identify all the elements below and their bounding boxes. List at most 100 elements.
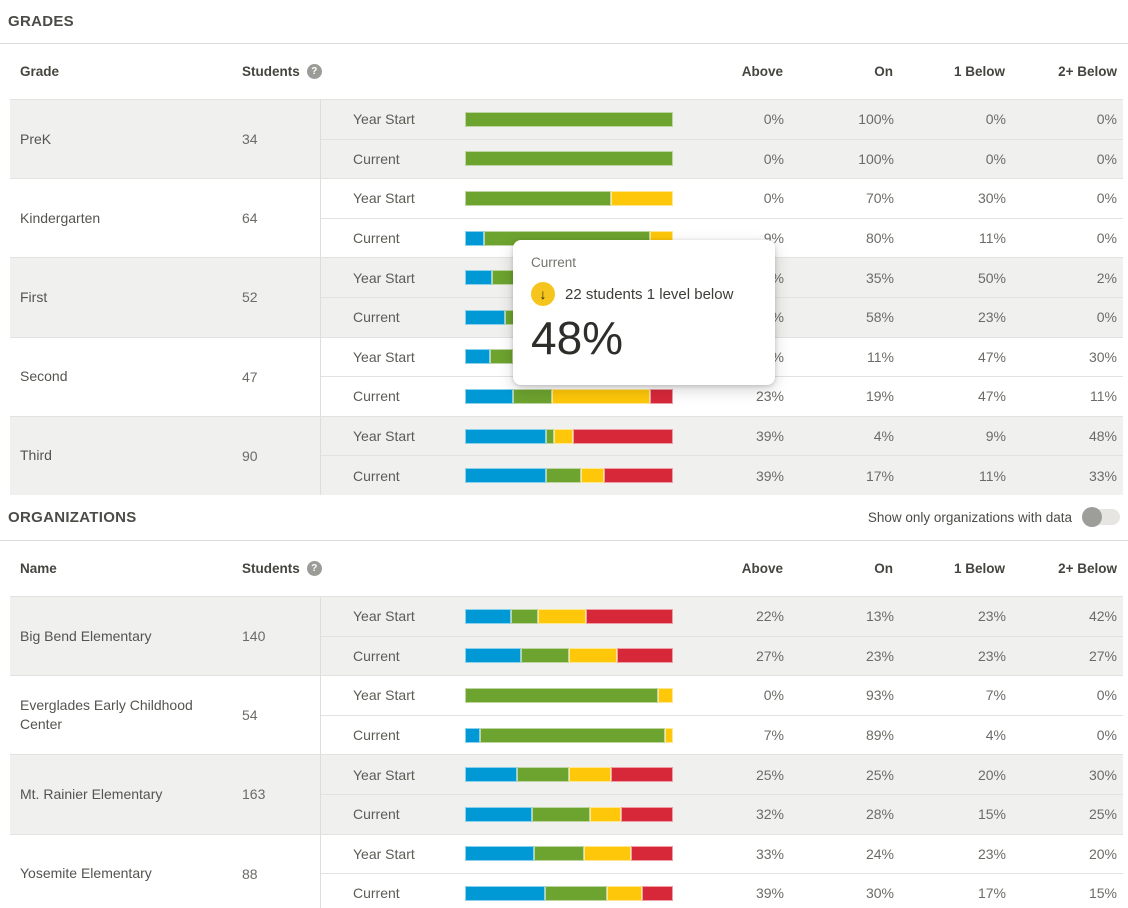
- subrow-year-start: Year Start 0% 70% 30% 0%: [321, 179, 1123, 218]
- bar-segment-above[interactable]: [465, 885, 546, 901]
- bar-segment-above[interactable]: [465, 846, 534, 862]
- bar-segment-2-below[interactable]: [585, 608, 674, 624]
- bar-segment-1-below[interactable]: [554, 428, 574, 444]
- bar-segment-1-below[interactable]: [664, 727, 673, 743]
- toggle-knob-icon: [1082, 507, 1102, 528]
- bar-segment-1-below[interactable]: [569, 767, 611, 783]
- bar-segment-on[interactable]: [531, 806, 590, 822]
- bar-segment-2-below[interactable]: [610, 767, 673, 783]
- pct-2-below: 42%: [1088, 608, 1117, 625]
- bar-segment-1-below[interactable]: [581, 468, 605, 484]
- pct-2-below: 0%: [1096, 727, 1117, 744]
- organizations-table: Name Students ? Above On 1 Below 2+ Belo…: [10, 540, 1123, 908]
- col-header-above: Above: [741, 64, 783, 79]
- row-bars: Year Start 22% 13% 23% 42% Current 27% 23% 23% 27…: [320, 596, 1123, 676]
- bar-segment-on[interactable]: [465, 190, 611, 206]
- bar-segment-on[interactable]: [510, 608, 538, 624]
- pct-above: 39%: [755, 885, 784, 902]
- bar-segment-on[interactable]: [521, 648, 569, 664]
- bar-segment-above[interactable]: [465, 806, 532, 822]
- bar-segment-on[interactable]: [489, 349, 513, 365]
- table-row: Mt. Rainier Elementary 163 Year Start 25% 25…: [10, 754, 1123, 834]
- bar-segment-1-below[interactable]: [610, 190, 673, 206]
- bar-segment-above[interactable]: [465, 648, 522, 664]
- row-name: Kindergarten: [20, 209, 101, 226]
- bar-segment-1-below[interactable]: [569, 648, 617, 664]
- stacked-bar: [465, 767, 673, 783]
- pct-1-below: 20%: [977, 766, 1006, 783]
- bar-segment-on[interactable]: [465, 111, 673, 127]
- bar-segment-2-below[interactable]: [621, 806, 673, 822]
- bar-segment-on[interactable]: [533, 846, 584, 862]
- grades-table-body: PreK 34 Year Start 0% 100% 0% 0% Current 0% 100% 0…: [10, 100, 1123, 495]
- row-students-count: 140: [242, 628, 266, 645]
- pct-on: 17%: [865, 467, 894, 484]
- bar-segment-1-below[interactable]: [552, 388, 651, 404]
- pct-on: 25%: [865, 766, 894, 783]
- col-header-students-label: Students: [242, 64, 300, 79]
- bar-segment-1-below[interactable]: [583, 846, 632, 862]
- organizations-filter: Show only organizations with data: [868, 507, 1120, 528]
- row-name: PreK: [20, 130, 52, 147]
- row-bars: Year Start 0% 93% 7% 0% Current 7% 89% 4% 0%: [320, 676, 1123, 755]
- tooltip-text: 22 students 1 level below: [565, 285, 734, 303]
- bar-segment-above[interactable]: [465, 608, 511, 624]
- col-header-students: Students ?: [232, 64, 322, 79]
- help-icon[interactable]: ?: [306, 560, 322, 576]
- pct-2-below: 27%: [1088, 647, 1117, 664]
- row-name: Big Bend Elementary: [20, 627, 152, 644]
- bar-segment-on[interactable]: [479, 727, 665, 743]
- subrow-label: Current: [353, 885, 400, 902]
- bar-segment-on[interactable]: [546, 428, 555, 444]
- bar-segment-on[interactable]: [545, 885, 608, 901]
- pct-1-below: 7%: [985, 687, 1006, 704]
- stacked-bar: [465, 111, 673, 127]
- bar-segment-1-below[interactable]: [607, 885, 643, 901]
- bar-segment-above[interactable]: [465, 767, 517, 783]
- bar-segment-2-below[interactable]: [642, 885, 673, 901]
- bar-segment-on[interactable]: [512, 388, 553, 404]
- bar-segment-on[interactable]: [465, 687, 659, 703]
- pct-on: 11%: [867, 348, 894, 365]
- pct-1-below: 23%: [977, 845, 1006, 862]
- bar-segment-above[interactable]: [465, 468, 547, 484]
- stacked-bar: [465, 885, 673, 901]
- row-name: Yosemite Elementary: [20, 865, 152, 882]
- show-only-orgs-with-data-toggle[interactable]: [1082, 507, 1120, 528]
- pct-1-below: 0%: [985, 150, 1006, 167]
- stacked-bar: [465, 648, 673, 664]
- grades-title: GRADES: [8, 13, 74, 30]
- bar-segment-above[interactable]: [465, 230, 484, 246]
- pct-1-below: 17%: [977, 885, 1006, 902]
- col-header-grade: Grade: [20, 64, 60, 79]
- bar-segment-above[interactable]: [465, 309, 505, 325]
- pct-2-below: 0%: [1096, 150, 1117, 167]
- bar-segment-on[interactable]: [465, 151, 673, 167]
- bar-segment-1-below[interactable]: [658, 687, 673, 703]
- subrow-year-start: Year Start 22% 13% 23% 42%: [321, 597, 1123, 636]
- bar-segment-2-below[interactable]: [616, 648, 673, 664]
- bar-segment-above[interactable]: [465, 428, 547, 444]
- bar-segment-on[interactable]: [517, 767, 569, 783]
- bar-segment-2-below[interactable]: [650, 388, 673, 404]
- row-students-count: 90: [242, 447, 258, 464]
- bar-segment-above[interactable]: [465, 349, 490, 365]
- bar-segment-on[interactable]: [546, 468, 582, 484]
- bar-segment-1-below[interactable]: [537, 608, 586, 624]
- bar-segment-2-below[interactable]: [573, 428, 673, 444]
- bar-segment-above[interactable]: [465, 270, 493, 286]
- pct-on: 23%: [865, 647, 894, 664]
- help-icon[interactable]: ?: [306, 64, 322, 79]
- bar-segment-above[interactable]: [465, 727, 480, 743]
- bar-segment-1-below[interactable]: [589, 806, 621, 822]
- col-header-students: Students ?: [232, 560, 322, 576]
- bar-segment-2-below[interactable]: [631, 846, 673, 862]
- bar-segment-above[interactable]: [465, 388, 513, 404]
- subrow-label: Current: [353, 727, 400, 744]
- row-students-count: 34: [242, 131, 258, 148]
- col-header-on: On: [874, 560, 893, 576]
- subrow-year-start: Year Start 0% 100% 0% 0%: [321, 100, 1123, 139]
- pct-on: 100%: [858, 150, 894, 167]
- table-row: Third 90 Year Start 39% 4% 9% 48% Current 39% 17%…: [10, 415, 1123, 495]
- bar-segment-2-below[interactable]: [604, 468, 673, 484]
